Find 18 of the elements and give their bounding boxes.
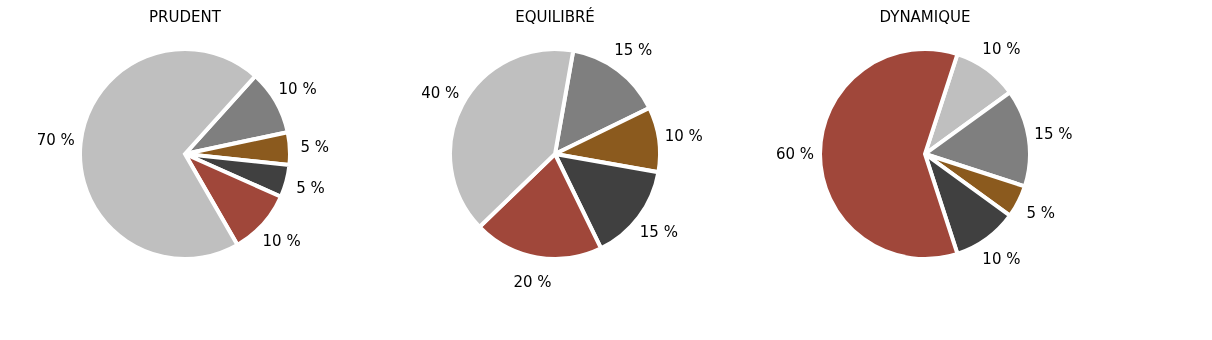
chart-title: EQUILIBRÉ: [515, 7, 595, 26]
data-label: 60 %: [775, 145, 815, 163]
data-label: 10 %: [982, 250, 1021, 269]
data-label: 5 %: [300, 138, 330, 157]
data-label: 5 %: [296, 178, 325, 197]
data-label: 10 %: [278, 80, 317, 98]
data-label: 40 %: [421, 83, 460, 102]
data-label: 10 %: [664, 126, 703, 145]
data-label: 15 %: [1034, 124, 1073, 143]
data-label: 20 %: [513, 273, 552, 292]
data-label: 15 %: [639, 223, 678, 242]
data-label: 15 %: [614, 41, 653, 60]
data-label: 70 %: [36, 131, 75, 150]
data-label: 5 %: [1026, 204, 1056, 223]
chart-title: PRUDENT: [149, 8, 222, 26]
chart-title: DYNAMIQUE: [879, 8, 971, 26]
data-label: 10 %: [262, 231, 301, 250]
data-label: 10 %: [982, 39, 1021, 58]
